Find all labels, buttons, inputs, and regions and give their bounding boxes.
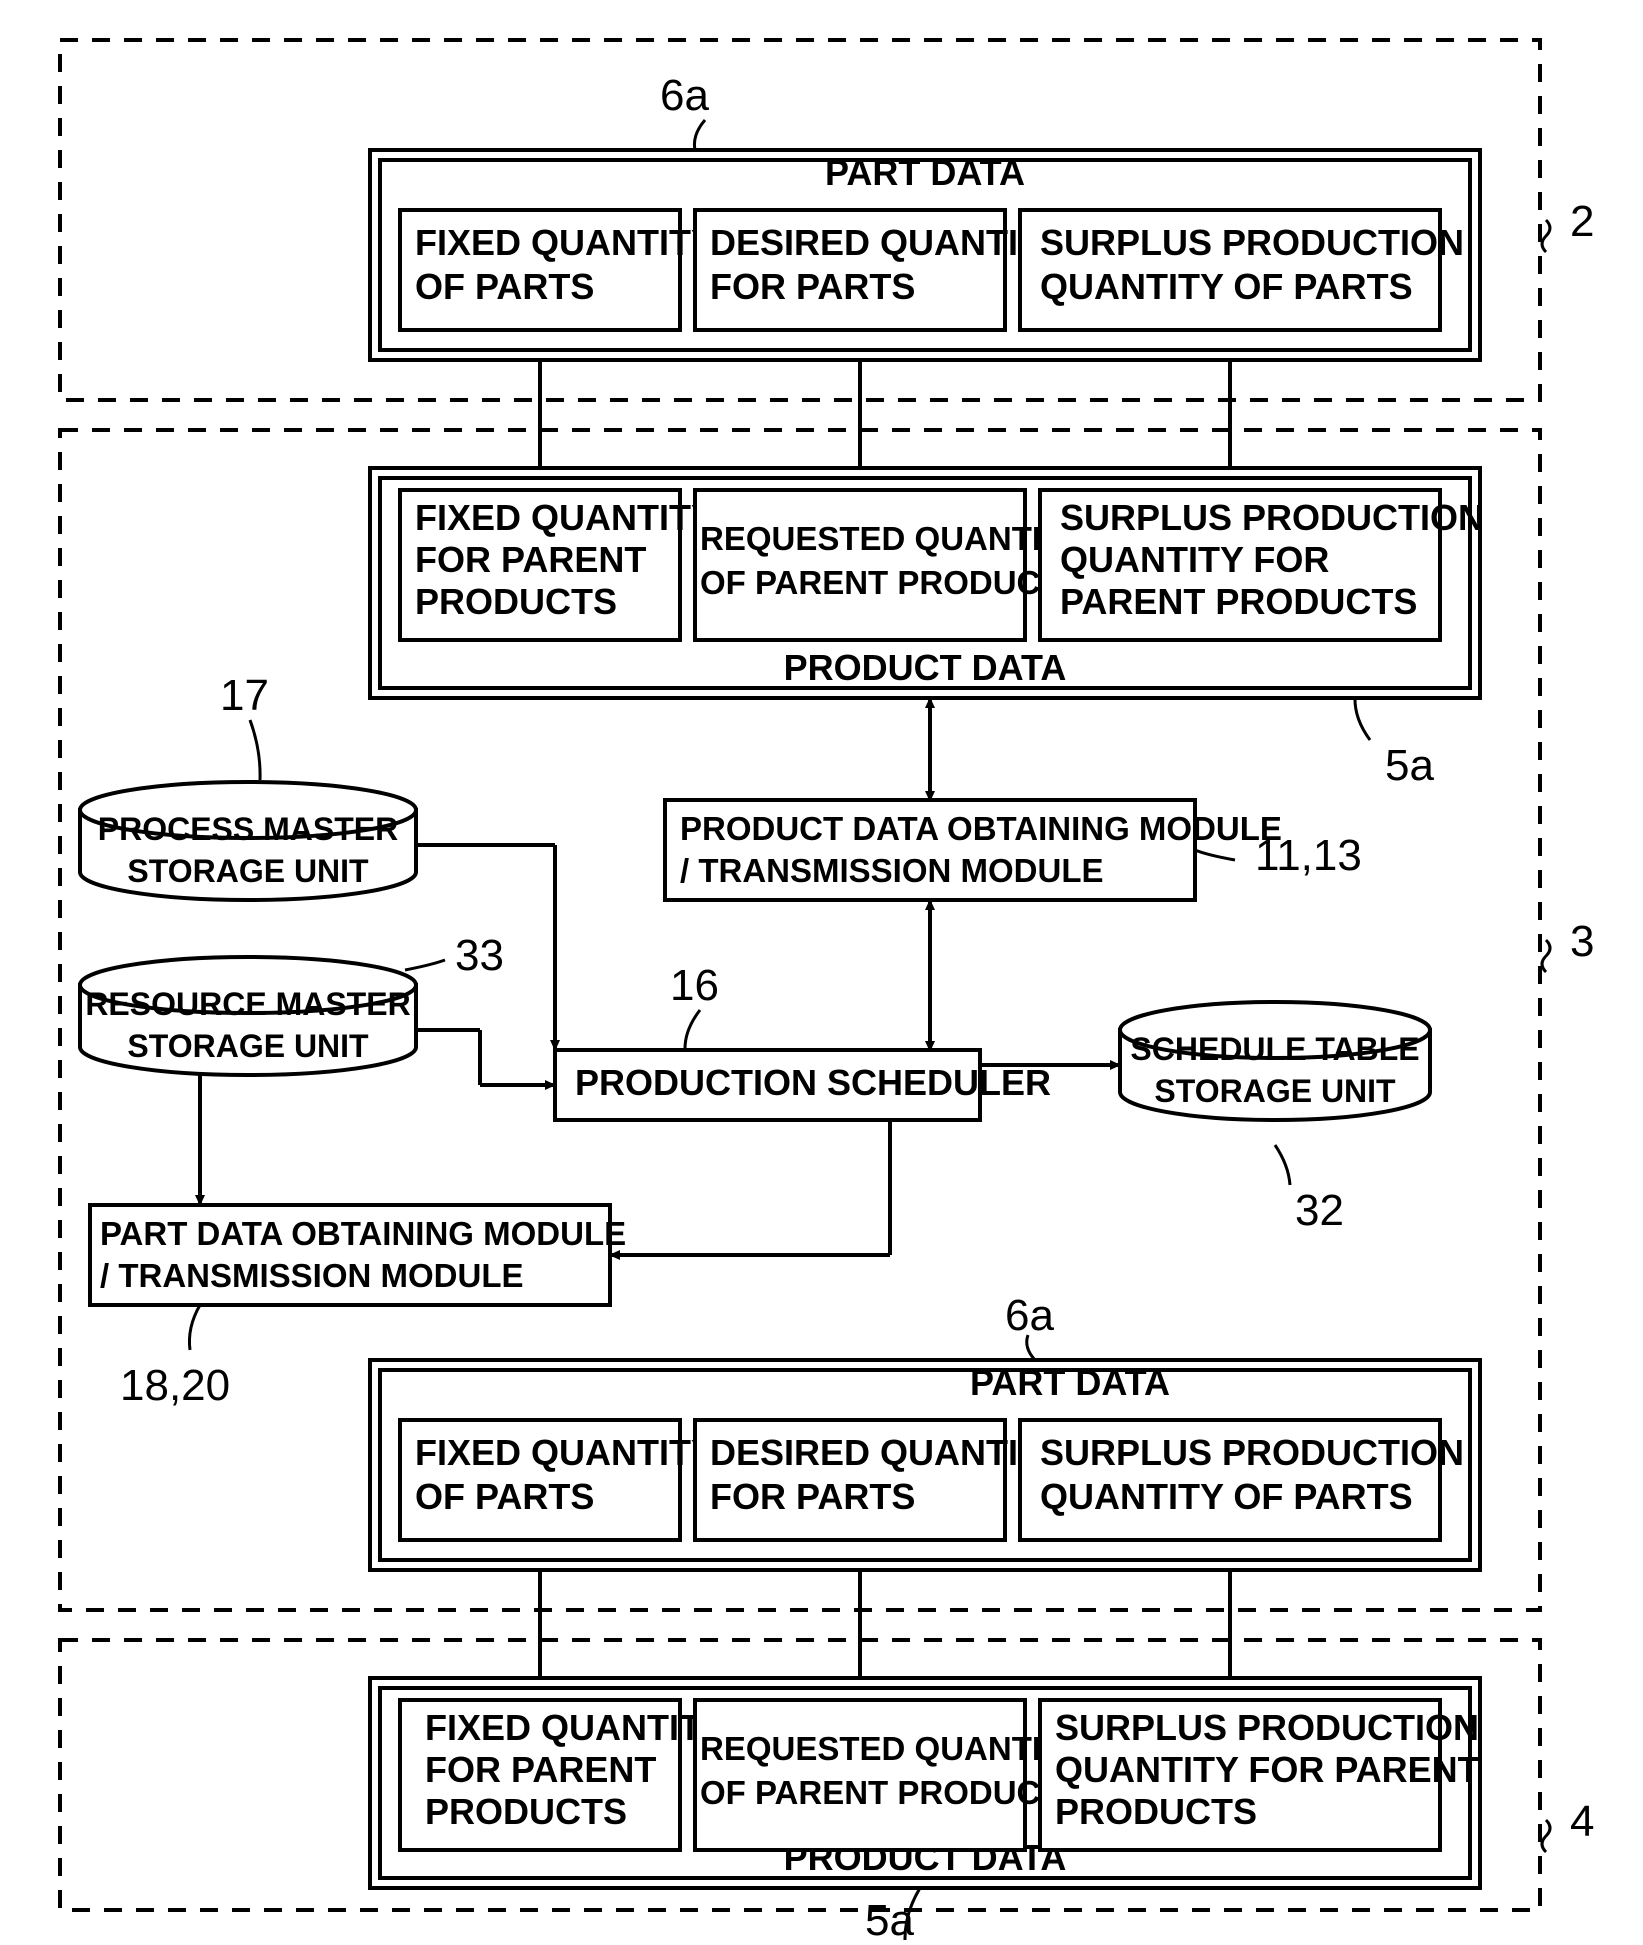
surplus_parts_bot-line1: QUANTITY OF PARTS [1040,1476,1413,1517]
region3-ref: 3 [1570,917,1594,966]
fixed_qty_parent_bot-line2: PRODUCTS [425,1791,627,1832]
prod_data_obtain-ref: 11,13 [1255,831,1362,880]
region4-ref: 4 [1570,1797,1594,1846]
requested_qty_parent_bot: REQUESTED QUANTITY OF PARENT PRODUCTS [695,1700,1083,1850]
part_data_obtain-line0: PART DATA OBTAINING MODULE [100,1215,626,1252]
surplus_parts_bot-line0: SURPLUS PRODUCTION [1040,1432,1464,1473]
part_data_top_outer-title: PART DATA [825,152,1025,193]
fixed_qty_parts_bot: FIXED QUANTITYOF PARTS [400,1420,715,1540]
requested_qty_parent_mid-line0: REQUESTED QUANTITY [700,520,1083,557]
desired_qty_parts_top-line1: FOR PARTS [710,266,915,307]
requested_qty_parent_bot-line1: OF PARENT PRODUCTS [700,1774,1083,1811]
production_scheduler-ref: 16 [670,961,719,1010]
surplus_parent_bot-line1: QUANTITY FOR PARENT [1055,1749,1480,1790]
fixed_qty_parent_mid-line1: FOR PARENT [415,539,646,580]
surplus_parent_bot-line2: PRODUCTS [1055,1791,1257,1832]
requested_qty_parent_mid: REQUESTED QUANTITY OF PARENT PRODUCTS [695,490,1083,640]
part_data_obtain-ref: 18,20 [120,1361,230,1410]
resource_master: RESOURCE MASTER STORAGE UNIT [80,957,416,1075]
fixed_qty_parent_bot-line0: FIXED QUANTITY [425,1707,725,1748]
product_data_bot_outer-ref: 5a [865,1896,914,1945]
fixed_qty_parent_bot-line1: FOR PARENT [425,1749,656,1790]
prod_data_obtain: PRODUCT DATA OBTAINING MODULE / TRANSMISS… [665,800,1282,900]
surplus_parts_top-line1: QUANTITY OF PARTS [1040,266,1413,307]
fixed_qty_parent_mid-line0: FIXED QUANTITY [415,497,715,538]
resource_master-line1: STORAGE UNIT [127,1028,369,1064]
fixed_qty_parent_mid-line2: PRODUCTS [415,581,617,622]
product_data_mid_outer-title: PRODUCT DATA [784,647,1067,688]
production_scheduler: PRODUCTION SCHEDULER [555,1050,1051,1120]
part_data_bot_outer-title: PART DATA [970,1362,1170,1403]
fixed_qty_parts_top-line0: FIXED QUANTITY [415,222,715,263]
surplus_parent_mid-line2: PARENT PRODUCTS [1060,581,1417,622]
part_data_bot_outer-ref: 6a [1005,1291,1054,1340]
requested_qty_parent_mid-line1: OF PARENT PRODUCTS [700,564,1083,601]
prod_data_obtain-line1: / TRANSMISSION MODULE [680,852,1104,889]
requested_qty_parent_bot-line0: REQUESTED QUANTITY [700,1730,1083,1767]
process_master-line0: PROCESS MASTER [98,811,398,847]
process_master-ref: 17 [220,671,269,720]
desired_qty_parts_bot-line0: DESIRED QUANTITY [710,1432,1064,1473]
schedule_table-line1: STORAGE UNIT [1154,1073,1396,1109]
part_data_obtain-line1: / TRANSMISSION MODULE [100,1257,524,1294]
resource_master-line0: RESOURCE MASTER [85,986,410,1022]
desired_qty_parts_top-line0: DESIRED QUANTITY [710,222,1064,263]
production_scheduler-line0: PRODUCTION SCHEDULER [575,1062,1051,1103]
schedule_table-line0: SCHEDULE TABLE [1130,1031,1419,1067]
flowchart-canvas: PROCESS MASTERSTORAGE UNITRESOURCE MASTE… [0,0,1643,1945]
surplus_parent_mid: SURPLUS PRODUCTIONQUANTITY FORPARENT PRO… [1040,490,1484,640]
surplus_parent_bot-line0: SURPLUS PRODUCTION [1055,1707,1479,1748]
region2-ref: 2 [1570,197,1594,246]
prod_data_obtain-line0: PRODUCT DATA OBTAINING MODULE [680,810,1282,847]
fixed_qty_parts_bot-line0: FIXED QUANTITY [415,1432,715,1473]
desired_qty_parts_bot-line1: FOR PARTS [710,1476,915,1517]
fixed_qty_parts_top: FIXED QUANTITYOF PARTS [400,210,715,330]
fixed_qty_parts_bot-line1: OF PARTS [415,1476,594,1517]
surplus_parts_top-line0: SURPLUS PRODUCTION [1040,222,1464,263]
schedule_table: SCHEDULE TABLE STORAGE UNIT [1120,1002,1430,1120]
process_master-line1: STORAGE UNIT [127,853,369,889]
surplus_parts_bot: SURPLUS PRODUCTIONQUANTITY OF PARTS [1020,1420,1464,1540]
process_master: PROCESS MASTER STORAGE UNIT [80,782,416,900]
resource_master-ref: 33 [455,931,504,980]
fixed_qty_parts_top-line1: OF PARTS [415,266,594,307]
surplus_parent_bot: SURPLUS PRODUCTIONQUANTITY FOR PARENTPRO… [1040,1700,1480,1850]
surplus_parent_mid-line0: SURPLUS PRODUCTION [1060,497,1484,538]
part_data_obtain: PART DATA OBTAINING MODULE / TRANSMISSION… [90,1205,626,1305]
surplus_parts_top: SURPLUS PRODUCTIONQUANTITY OF PARTS [1020,210,1464,330]
schedule_table-ref: 32 [1295,1186,1344,1235]
product_data_mid_outer-ref: 5a [1385,741,1434,790]
surplus_parent_mid-line1: QUANTITY FOR [1060,539,1329,580]
fixed_qty_parent_mid: FIXED QUANTITYFOR PARENTPRODUCTS [400,490,715,640]
part_data_top_outer-ref: 6a [660,71,709,120]
fixed_qty_parent_bot: FIXED QUANTITYFOR PARENTPRODUCTS [400,1700,725,1850]
